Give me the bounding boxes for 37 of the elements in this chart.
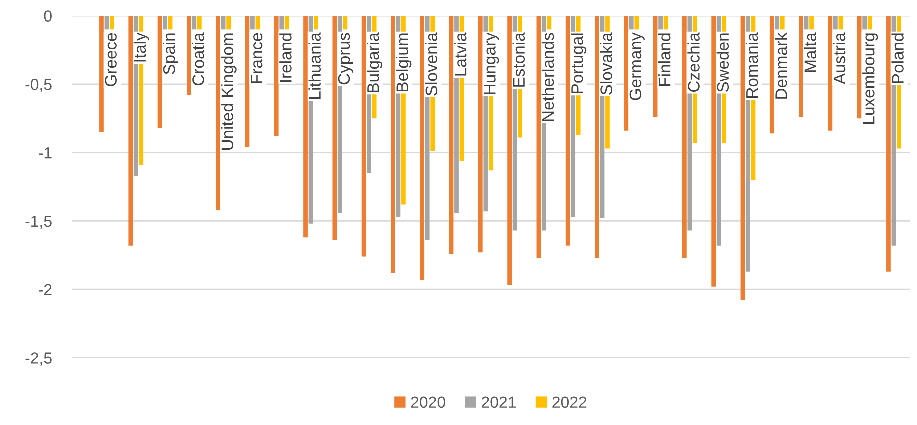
x-tick-label: Cyprus (338, 33, 354, 85)
y-tick-label: -2,5 (26, 352, 52, 366)
x-tick-label: Hungary (484, 32, 500, 94)
y-tick-label: -0,5 (26, 79, 52, 92)
x-tick-label: Austria (833, 32, 846, 85)
x-tick-label: Slovenia (425, 32, 438, 96)
x-tick-label: Italy (134, 32, 150, 62)
x-tick-label: Romania (746, 32, 758, 98)
x-tick-label: Spain (163, 34, 179, 75)
x-tick-label: Ireland (280, 34, 292, 82)
x-tick-label: Czechia (688, 32, 700, 92)
x-tick-label: Latvia (454, 32, 467, 76)
x-tick-label: Netherlands (542, 33, 554, 122)
x-tick-label: United Kingdom (221, 34, 237, 150)
x-tick-label: Slovakia (600, 32, 612, 95)
y-tick-label: -1 (39, 148, 52, 159)
x-tick-label: Estonia (512, 32, 526, 87)
y-tick-label: -2 (39, 284, 52, 296)
x-tick-label: Poland (892, 34, 904, 84)
x-tick-label: Malta (804, 32, 816, 72)
y-tick-label: -1,5 (26, 216, 52, 230)
x-tick-label: Lithuania (308, 32, 321, 99)
x-tick-label: Portugal (571, 34, 587, 94)
x-tick-label: Bulgaria (367, 32, 383, 92)
legend-label: 2022 (552, 396, 587, 408)
x-tick-label: Croatia (192, 32, 204, 86)
x-tick-label: France (251, 33, 263, 84)
x-tick-label: Sweden (716, 34, 730, 92)
x-tick-label: Germany (630, 32, 645, 100)
x-tick-label: Finland (658, 34, 671, 86)
x-tick-label: Greece (105, 33, 117, 86)
x-tick-label: Denmark (775, 32, 788, 99)
y-tick-label: 0 (44, 10, 52, 22)
legend-label: 2020 (411, 396, 446, 408)
legend-label: 2021 (482, 396, 516, 408)
x-tick-label: Luxembourg (862, 34, 878, 124)
x-tick-label: Belgium (396, 34, 412, 92)
